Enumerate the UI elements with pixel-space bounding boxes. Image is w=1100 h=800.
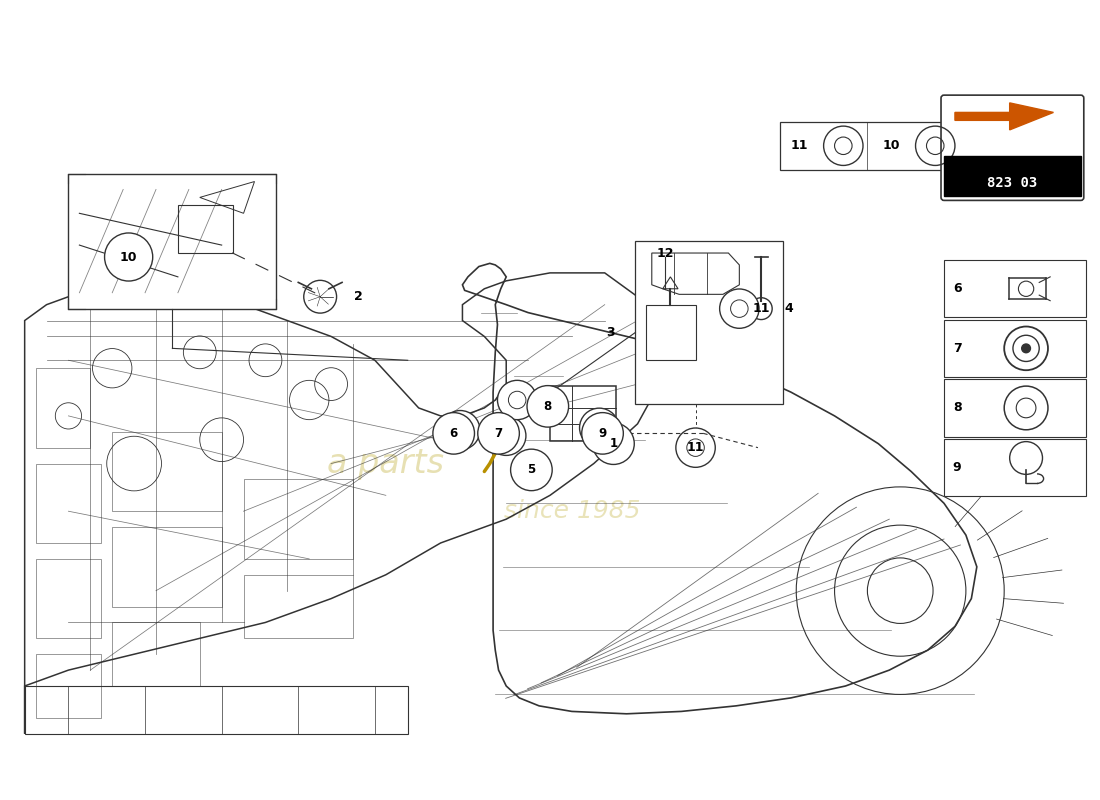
Text: 7: 7 — [495, 427, 503, 440]
Text: 4: 4 — [784, 302, 793, 315]
Bar — [35, 559, 101, 638]
Bar — [112, 622, 200, 686]
Bar — [944, 439, 1087, 496]
Bar — [35, 368, 90, 448]
Text: 7: 7 — [953, 342, 961, 355]
Bar — [68, 174, 276, 309]
Text: 11: 11 — [791, 139, 808, 152]
Text: 10: 10 — [882, 139, 900, 152]
Circle shape — [527, 386, 569, 427]
Bar — [780, 122, 955, 170]
Text: 10: 10 — [120, 250, 138, 263]
Text: 1: 1 — [609, 437, 617, 450]
Circle shape — [1022, 344, 1031, 353]
Text: 2: 2 — [354, 290, 363, 303]
Text: 6: 6 — [450, 427, 458, 440]
Bar — [35, 654, 101, 718]
FancyBboxPatch shape — [940, 95, 1084, 200]
Text: 6: 6 — [953, 282, 961, 295]
Text: 5: 5 — [527, 463, 536, 477]
Text: 9: 9 — [598, 427, 607, 440]
Bar — [178, 206, 232, 253]
Bar — [35, 463, 101, 543]
Circle shape — [441, 410, 480, 450]
Polygon shape — [955, 103, 1054, 130]
Text: 823 03: 823 03 — [987, 176, 1037, 190]
Bar — [112, 527, 222, 606]
Circle shape — [477, 413, 519, 454]
Text: 8: 8 — [953, 402, 961, 414]
Bar — [112, 432, 222, 511]
Text: 12: 12 — [657, 246, 673, 259]
Circle shape — [582, 413, 624, 454]
Circle shape — [719, 289, 759, 328]
Text: since 1985: since 1985 — [504, 499, 640, 523]
Circle shape — [486, 416, 526, 455]
Text: 9: 9 — [953, 461, 961, 474]
Circle shape — [580, 408, 619, 447]
Bar — [944, 260, 1087, 318]
Circle shape — [433, 413, 474, 454]
Text: 3: 3 — [606, 326, 615, 339]
Text: 8: 8 — [543, 400, 552, 413]
Circle shape — [675, 428, 715, 467]
Bar — [243, 574, 353, 638]
Bar — [550, 386, 616, 442]
Text: 5: 5 — [527, 461, 536, 474]
Text: 11: 11 — [686, 441, 704, 454]
Bar — [24, 686, 408, 734]
Text: a parts: a parts — [328, 447, 444, 480]
Circle shape — [497, 380, 537, 420]
Bar — [636, 241, 783, 404]
Bar — [944, 320, 1087, 377]
Bar — [243, 479, 353, 559]
Bar — [944, 379, 1087, 437]
Circle shape — [510, 449, 552, 490]
Circle shape — [104, 233, 153, 281]
Bar — [647, 305, 695, 360]
Circle shape — [593, 423, 635, 465]
Bar — [944, 156, 1081, 196]
Text: 11: 11 — [752, 302, 770, 315]
